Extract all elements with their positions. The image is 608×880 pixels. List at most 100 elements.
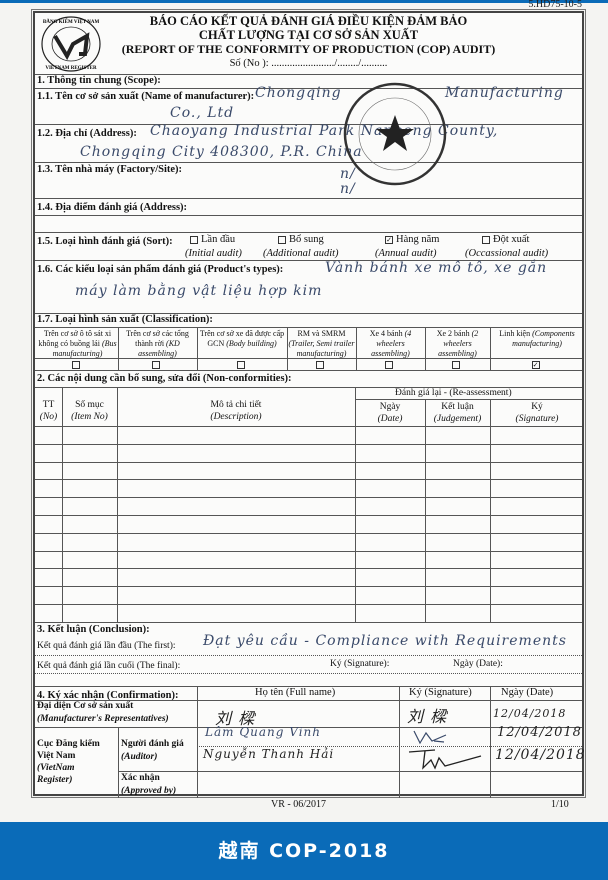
audit-address-value: n/ <box>340 181 356 197</box>
auditor-label: Người đánh giá (Auditor) <box>121 739 184 762</box>
auditor2-name: Nguyễn Thanh Hải <box>203 747 335 761</box>
checkbox-bus[interactable] <box>72 361 80 370</box>
table-row-line <box>35 462 582 463</box>
address-value-2: Chongqing City 408300, P.R. China <box>80 144 363 160</box>
factory-label: 1.3. Tên nhà máy (Factory/Site): <box>37 164 183 175</box>
table-row-line <box>35 604 582 605</box>
col-signature: Ký (Signature) <box>409 687 472 698</box>
rep-date: 12/04/2018 <box>493 707 567 720</box>
product-types-label: 1.6. Các kiểu loại sản phẩm đánh giá (Pr… <box>37 264 284 275</box>
table-row-line <box>35 568 582 569</box>
manufacturer-value-line2: Co., Ltd <box>170 105 235 121</box>
scope-title: 1. Thông tin chung (Scope): <box>37 75 161 86</box>
col-date: Ngày (Date) <box>377 402 403 424</box>
audit-address-label: 1.4. Địa điểm đánh giá (Address): <box>37 202 188 213</box>
conclusion-title: 3. Kết luận (Conclusion): <box>37 624 150 635</box>
table-row-line <box>35 586 582 587</box>
col-item-no: Số mục (Item No) <box>71 400 108 422</box>
checkbox-occasional[interactable] <box>482 235 490 244</box>
title-line-2: CHẤT LƯỢNG TẠI CƠ SỞ SẢN XUẤT <box>198 28 419 42</box>
sort-option-additional-en: (Additional audit) <box>263 248 339 259</box>
svg-text:ĐĂNG KIỂM VIỆT NAM: ĐĂNG KIỂM VIỆT NAM <box>43 19 100 25</box>
col-date: Ngày (Date) <box>501 687 554 698</box>
page-code: 5.HD75-10-5 <box>528 0 582 10</box>
class-trailer: RM và SMRM (Trailer, Semi trailer manufa… <box>288 329 355 358</box>
vietnam-register-logo: ĐĂNG KIỂM VIỆT NAM VIETNAM REGISTER <box>41 16 101 72</box>
class-components: Linh kiện (Components manufacturing) <box>499 329 575 348</box>
sort-option-additional[interactable]: Bổ sung <box>278 234 324 245</box>
address-value-1: Chaoyang Industrial Park Nanpeng County, <box>150 123 499 139</box>
company-seal-stamp <box>343 82 447 186</box>
col-signature: Ký (Signature) <box>515 402 559 424</box>
table-row-line <box>35 515 582 516</box>
auditor2-signature <box>408 749 482 770</box>
table-row-line <box>35 533 582 534</box>
final-signature-label: Ký (Signature): <box>330 659 390 669</box>
checkbox-initial[interactable] <box>190 235 198 244</box>
nonconformities-title: 2. Các nội dung cần bổ sung, sửa đổi (No… <box>37 373 292 384</box>
manufacturer-label: 1.1. Tên cơ sở sản xuất (Name of manufac… <box>37 91 255 102</box>
manufacturer-value-cont: Manufacturing <box>445 85 564 101</box>
checkbox-components-checked[interactable]: ✓ <box>531 361 540 370</box>
checkbox-additional[interactable] <box>278 235 286 244</box>
product-types-value-2: máy làm bằng vật liệu hợp kim <box>75 283 323 299</box>
table-row-line <box>35 497 582 498</box>
col-judgement: Kết luận (Judgement) <box>433 402 482 424</box>
checkbox-2-wheelers[interactable] <box>452 361 460 370</box>
sort-label: 1.5. Loại hình đánh giá (Sort): <box>37 236 173 247</box>
confirmation-title: 4. Ký xác nhận (Confirmation): <box>37 690 179 701</box>
rep-signature: 刘 樑 <box>407 707 448 726</box>
table-row-line <box>35 479 582 480</box>
svg-text:VIETNAM REGISTER: VIETNAM REGISTER <box>45 66 97 71</box>
class-2-wheelers: Xe 2 bánh (2 wheelers assembling) <box>436 329 479 358</box>
checkbox-trailer[interactable] <box>316 361 324 370</box>
sort-option-annual[interactable]: ✓ Hàng năm <box>385 234 440 245</box>
cop-report-document: ĐĂNG KIỂM VIỆT NAM VIETNAM REGISTER BÁO … <box>31 9 586 798</box>
rep-label: Đại diện Cơ sở sản xuất <box>37 701 134 711</box>
product-types-value-1: Vành bánh xe mô tô, xe gắn <box>325 260 548 276</box>
checkbox-kd[interactable] <box>152 361 160 370</box>
factory-value: n/ <box>340 166 356 182</box>
page-number: 1/10 <box>551 799 569 810</box>
first-result-label: Kết quả đánh giá lần đầu (The first): <box>37 641 176 651</box>
vr-label: Cục Đăng kiểm Việt Nam (VietNam Register) <box>37 739 100 785</box>
classification-label: 1.7. Loại hình sản xuất (Classification)… <box>37 314 213 325</box>
table-row-line <box>35 426 582 427</box>
report-number: Số (No ): ......................../.....… <box>229 58 388 69</box>
table-row-line <box>35 622 582 623</box>
sort-option-occasional[interactable]: Đột xuất <box>482 234 529 245</box>
auditor1-date: 12/04/2018 <box>497 725 582 740</box>
sort-option-initial[interactable]: Lần đầu <box>190 234 235 245</box>
class-body: Trên cơ sở xe đã được cấp GCN (Body buil… <box>199 329 285 348</box>
sort-option-initial-en: (Initial audit) <box>185 248 242 259</box>
title-line-3: (REPORT OF THE CONFORMITY OF PRODUCTION … <box>121 42 496 56</box>
form-code: VR - 06/2017 <box>271 799 326 810</box>
sort-option-annual-en: (Annual audit) <box>375 248 437 259</box>
final-result-label: Kết quả đánh giá lần cuối (The final): <box>37 661 181 671</box>
auditor1-name: Lâm Quang Vinh <box>205 725 322 739</box>
table-row-line <box>35 444 582 445</box>
approved-label: Xác nhận (Approved by) <box>121 773 177 796</box>
first-result-value: Đạt yêu cầu - Compliance with Requiremen… <box>203 633 567 649</box>
checkbox-4-wheelers[interactable] <box>385 361 393 370</box>
reassessment-header: Đánh giá lại - (Re-assessment) <box>395 388 512 398</box>
col-no: TT (No) <box>39 400 58 422</box>
col-full-name: Họ tên (Full name) <box>255 687 336 698</box>
title-line-1: BÁO CÁO KẾT QUẢ ĐÁNH GIÁ ĐIỀU KIỆN ĐẢM B… <box>149 14 468 28</box>
sort-option-occasional-en: (Occassional audit) <box>465 248 549 259</box>
manufacturer-value: Chongqing <box>255 85 342 101</box>
checkbox-annual-checked[interactable]: ✓ <box>385 235 393 244</box>
rep-name: 刘 樑 <box>215 709 256 728</box>
class-bus: Trên cơ sở ô tô sát xi không có buồng lá… <box>38 329 117 358</box>
table-row-line <box>35 551 582 552</box>
rep-label-en: (Manufacturer's Representatives) <box>37 714 169 724</box>
auditor2-date: 12/04/2018 <box>495 747 586 763</box>
class-4-wheelers: Xe 4 bánh (4 wheelers assembling) <box>369 329 412 358</box>
checkbox-body[interactable] <box>236 361 245 370</box>
top-accent-line <box>0 0 608 3</box>
final-date-label: Ngày (Date): <box>453 659 503 669</box>
auditor1-signature <box>413 730 447 745</box>
class-kd: Trên cơ sở các tổng thành rời (KD assemb… <box>126 329 189 358</box>
col-description: Mô tả chi tiết (Description) <box>210 400 262 422</box>
address-label: 1.2. Địa chỉ (Address): <box>37 128 137 139</box>
